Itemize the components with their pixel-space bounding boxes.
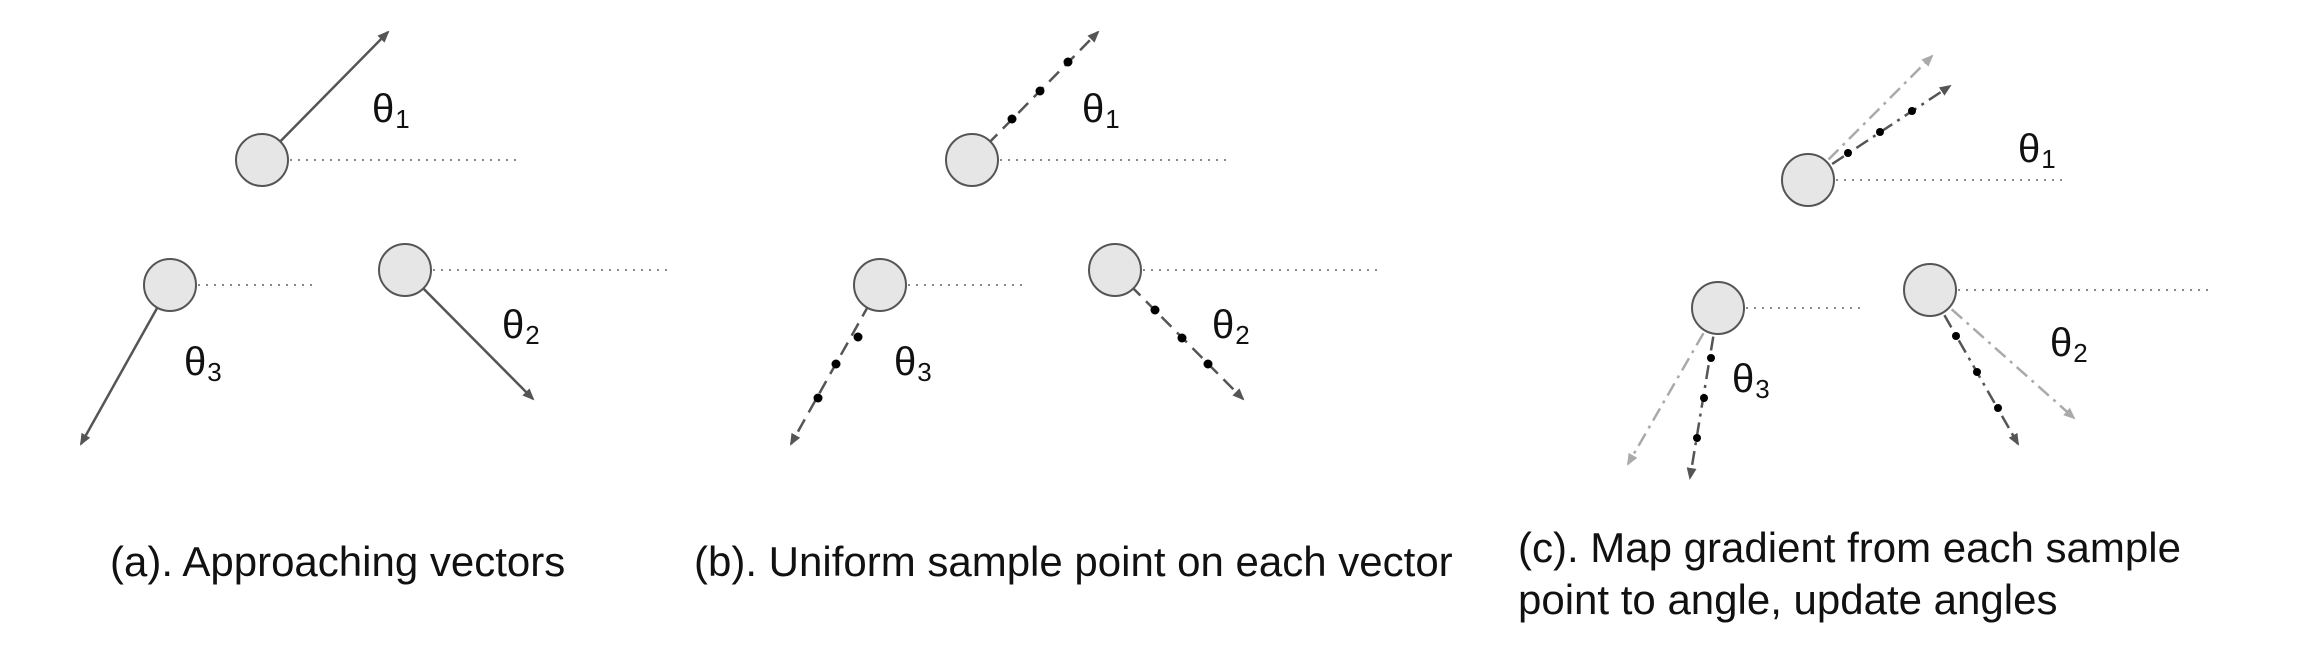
sample-point (1693, 434, 1701, 442)
panel-a: θ1 θ2 θ3 (a). Approaching vectors (79, 30, 670, 585)
agent-3: θ3 (1626, 281, 1864, 480)
sample-point (1150, 305, 1160, 315)
agent-node (143, 258, 197, 312)
theta-2-label: θ2 (1212, 303, 1250, 350)
theta-3-label: θ3 (894, 340, 932, 387)
sample-point (1844, 149, 1852, 157)
agent-node (945, 133, 999, 187)
sample-point (1007, 114, 1017, 124)
sample-point (1707, 354, 1715, 362)
sample-point (1876, 128, 1884, 136)
caption-b: (b). Uniform sample point on each vector (694, 538, 1453, 585)
sample-point (831, 359, 841, 369)
original-vector (1929, 289, 2076, 420)
original-vector (1807, 54, 1934, 181)
sample-point (1700, 394, 1708, 402)
agent-1: θ1 (235, 30, 520, 187)
agent-node (853, 258, 907, 312)
agent-node (1691, 281, 1745, 335)
theta-3-label: θ3 (184, 340, 222, 387)
sample-point (1952, 332, 1960, 340)
approach-vector (79, 284, 172, 446)
panel-b: θ1 θ2 θ3 (b). Uniform samp (694, 30, 1453, 585)
caption-c-line-2: point to angle, update angles (1518, 576, 2057, 623)
agent-node (1903, 263, 1957, 317)
theta-2-label: θ2 (502, 303, 540, 350)
theta-1-label: θ1 (372, 87, 410, 134)
agent-2: θ2 (1088, 243, 1380, 401)
approach-vector (404, 269, 535, 401)
theta-1-label: θ1 (2018, 127, 2056, 174)
agent-1: θ1 (1781, 54, 2062, 207)
agent-3: θ3 (789, 258, 1028, 446)
theta-3-label: θ3 (1732, 357, 1770, 404)
sample-point (1973, 368, 1981, 376)
original-vector (1626, 307, 1720, 466)
agent-node (1088, 243, 1142, 297)
caption-c-line-1: (c). Map gradient from each sample (1518, 524, 2181, 571)
agent-2: θ2 (1903, 263, 2212, 446)
agent-1: θ1 (945, 30, 1228, 187)
sample-point (1203, 359, 1213, 369)
agent-node (1781, 153, 1835, 207)
agent-node (235, 133, 289, 187)
agent-3: θ3 (79, 258, 318, 446)
panel-c: θ1 θ2 θ3 (c) (1518, 54, 2212, 623)
theta-1-label: θ1 (1082, 87, 1120, 134)
sample-point (1908, 107, 1916, 115)
sample-point (1063, 57, 1073, 67)
sample-point (813, 393, 823, 403)
caption-a: (a). Approaching vectors (110, 538, 565, 585)
agent-2: θ2 (378, 243, 670, 401)
agent-node (378, 243, 432, 297)
approach-vector (971, 30, 1100, 161)
sample-point (1035, 86, 1045, 96)
sample-point (853, 332, 863, 342)
theta-2-label: θ2 (2050, 321, 2088, 368)
sample-point (1177, 333, 1187, 343)
approach-vector (1114, 269, 1245, 401)
updated-vector (1928, 289, 2020, 446)
sample-point (1994, 404, 2002, 412)
approach-vector (261, 30, 390, 161)
